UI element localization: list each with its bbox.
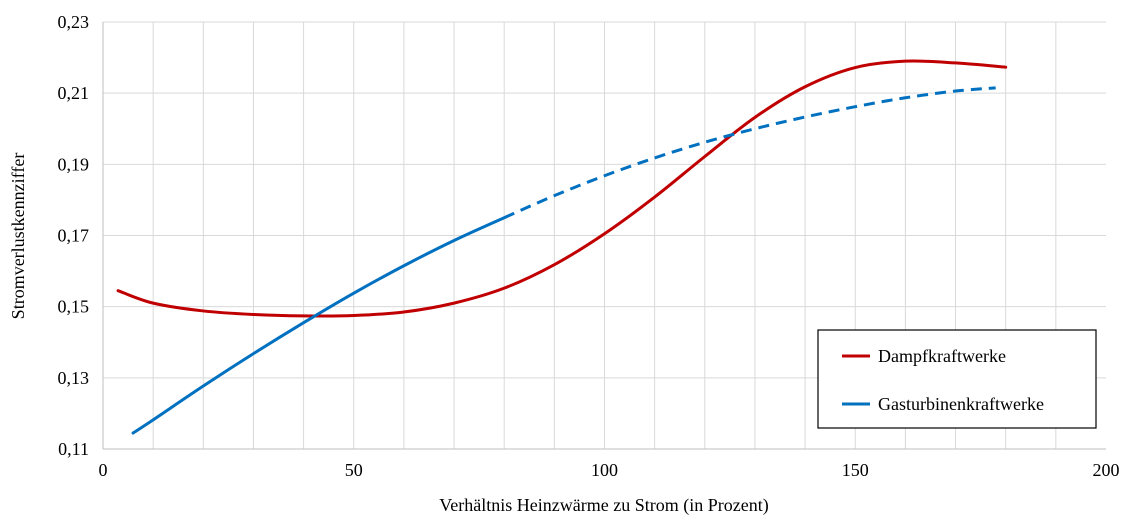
legend-label-gasturbinenkraftwerke: Gasturbinenkraftwerke — [878, 394, 1044, 414]
x-tick-label: 50 — [345, 460, 363, 480]
legend: Dampfkraftwerke Gasturbinenkraftwerke — [817, 329, 1097, 429]
series-line-dampfkraftwerke — [116, 59, 1008, 318]
series-line-gasturbinenkraftwerke-dashed — [503, 86, 996, 220]
y-tick-label: 0,17 — [58, 226, 90, 246]
axes — [102, 22, 1106, 450]
series-lines — [116, 59, 1008, 435]
tick-labels: 0 50 100 150 200 0,11 0,13 0,15 0,17 0,19 0,21 0,23 — [58, 12, 1120, 480]
y-tick-label: 0,23 — [58, 12, 90, 32]
y-tick-label: 0,21 — [58, 83, 90, 103]
legend-box — [817, 329, 1097, 429]
x-tick-label: 0 — [99, 460, 108, 480]
y-tick-label: 0,11 — [58, 439, 89, 459]
series-line-gasturbinenkraftwerke-solid — [131, 216, 506, 435]
x-tick-label: 150 — [842, 460, 869, 480]
x-axis-title: Verhältnis Heinzwärme zu Strom (in Proze… — [439, 495, 768, 516]
grid-lines — [103, 21, 1106, 449]
y-axis-title: Stromverlustkennziffer — [8, 153, 28, 320]
y-tick-label: 0,19 — [58, 154, 90, 174]
x-tick-label: 200 — [1093, 460, 1120, 480]
x-tick-label: 100 — [591, 460, 618, 480]
y-tick-label: 0,15 — [58, 297, 90, 317]
y-tick-label: 0,13 — [58, 368, 90, 388]
legend-label-dampfkraftwerke: Dampfkraftwerke — [878, 346, 1006, 366]
